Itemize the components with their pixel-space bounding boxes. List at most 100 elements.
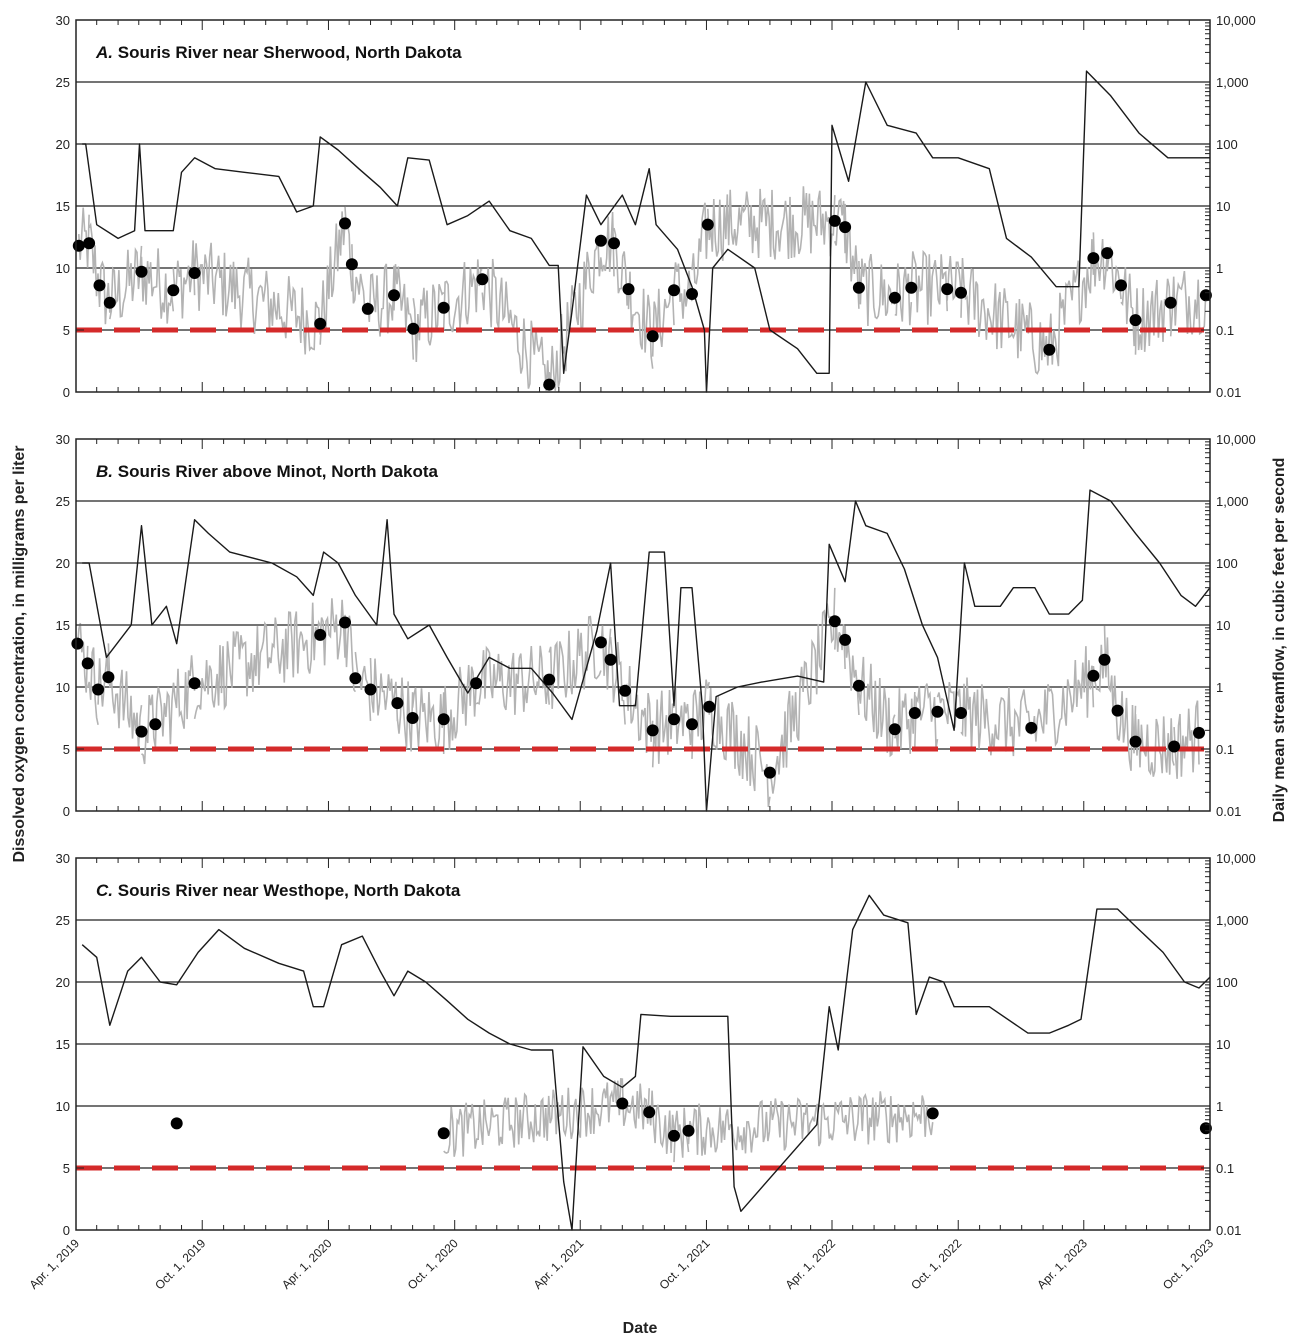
- y-tick-label-right: 0.1: [1216, 742, 1234, 757]
- do-discrete-point: [437, 301, 450, 314]
- y-tick-label-right: 10: [1216, 1037, 1230, 1052]
- do-continuous-line: [443, 1077, 934, 1163]
- y-tick-label-right: 1,000: [1216, 494, 1249, 509]
- do-discrete-point: [828, 615, 841, 628]
- do-discrete-point: [955, 286, 967, 299]
- y-tick-label-left: 25: [56, 75, 70, 90]
- do-discrete-point: [1101, 247, 1114, 260]
- do-discrete-point: [926, 1107, 939, 1120]
- do-discrete-point: [1087, 669, 1100, 682]
- do-discrete-point: [908, 707, 921, 719]
- do-discrete-point: [888, 723, 901, 736]
- do-discrete-point: [470, 677, 483, 690]
- panel-title-text: Souris River near Sherwood, North Dakota: [118, 43, 462, 62]
- do-discrete-point: [1193, 726, 1205, 739]
- y-tick-label-right: 0.1: [1216, 1161, 1234, 1176]
- y-tick-label-left: 30: [56, 851, 70, 866]
- do-discrete-point: [619, 684, 632, 697]
- do-discrete-point: [314, 317, 327, 330]
- do-discrete-point: [1129, 735, 1142, 748]
- y-tick-label-left: 10: [56, 680, 70, 695]
- y-tick-label-left: 30: [56, 13, 70, 28]
- y-axis-title-right: Daily mean streamflow, in cubic feet per…: [1271, 458, 1288, 823]
- do-discrete-point: [608, 237, 620, 250]
- do-discrete-point: [852, 281, 865, 294]
- do-discrete-point: [616, 1097, 629, 1110]
- do-discrete-point: [905, 281, 918, 294]
- do-discrete-point: [646, 330, 659, 343]
- do-discrete-point: [83, 237, 96, 250]
- x-tick-label: Oct. 1, 2020: [405, 1236, 461, 1292]
- do-discrete-point: [345, 258, 358, 271]
- y-tick-label-left: 5: [63, 323, 70, 338]
- do-discrete-point: [167, 284, 180, 297]
- y-tick-label-left: 25: [56, 494, 70, 509]
- do-discrete-point: [668, 1129, 680, 1142]
- do-discrete-point: [437, 1127, 450, 1140]
- do-discrete-point: [955, 707, 967, 719]
- x-tick-label: Apr. 1, 2019: [26, 1236, 82, 1292]
- do-discrete-point: [1168, 740, 1181, 753]
- y-tick-label-left: 30: [56, 432, 70, 447]
- do-discrete-point: [188, 677, 201, 690]
- panel-letter: A.: [95, 43, 118, 62]
- y-tick-label-left: 20: [56, 137, 70, 152]
- do-discrete-point: [703, 700, 716, 713]
- x-tick-label: Oct. 1, 2022: [908, 1236, 964, 1292]
- y-tick-label-left: 15: [56, 618, 70, 633]
- y-tick-label-right: 0.1: [1216, 323, 1234, 338]
- do-discrete-point: [604, 653, 617, 666]
- do-discrete-point: [543, 378, 556, 391]
- do-discrete-point: [1098, 653, 1111, 666]
- do-discrete-point: [941, 283, 954, 296]
- do-discrete-point: [388, 289, 400, 302]
- do-discrete-point: [763, 766, 776, 779]
- do-discrete-point: [188, 267, 201, 279]
- panel-letter: B.: [96, 462, 118, 481]
- y-tick-label-right: 10,000: [1216, 851, 1256, 866]
- do-discrete-point: [852, 679, 865, 692]
- do-continuous-line: [78, 186, 1207, 391]
- do-discrete-point: [339, 616, 351, 629]
- do-discrete-point: [1115, 279, 1127, 292]
- do-discrete-point: [314, 628, 327, 641]
- y-tick-label-left: 0: [63, 385, 70, 400]
- y-tick-label-left: 5: [63, 742, 70, 757]
- do-discrete-point: [71, 637, 84, 650]
- y-tick-label-right: 100: [1216, 137, 1238, 152]
- y-tick-label-right: 10,000: [1216, 13, 1256, 28]
- do-discrete-point: [135, 265, 148, 278]
- do-discrete-point: [543, 673, 556, 686]
- x-tick-label: Apr. 1, 2020: [279, 1236, 335, 1292]
- panel-letter: C.: [96, 881, 118, 900]
- do-continuous-line: [76, 587, 1200, 808]
- do-discrete-point: [839, 633, 852, 646]
- do-discrete-point: [391, 697, 404, 710]
- y-tick-label-left: 10: [56, 1099, 70, 1114]
- panel-title: B. Souris River above Minot, North Dakot…: [96, 462, 438, 481]
- streamflow-line: [81, 894, 1211, 1231]
- panel-1: 0 5 10 15 20 25 30 0.01 0.1 1 10 100 1,000 10,000 B. S…: [56, 432, 1256, 819]
- y-axis-title-left: Dissolved oxygen concentration, in milli…: [11, 446, 28, 863]
- x-axis-title: Date: [623, 1320, 658, 1337]
- streamflow-line: [82, 70, 1210, 393]
- do-discrete-point: [686, 718, 698, 731]
- do-discrete-point: [81, 657, 94, 670]
- streamflow-line: [82, 489, 1211, 812]
- do-discrete-point: [701, 218, 714, 231]
- y-tick-label-right: 1,000: [1216, 75, 1249, 90]
- y-tick-label-left: 25: [56, 913, 70, 928]
- do-discrete-point: [93, 279, 106, 292]
- panel-title-text: Souris River above Minot, North Dakota: [118, 462, 439, 481]
- do-discrete-point: [103, 296, 116, 309]
- do-discrete-point: [476, 273, 489, 286]
- do-discrete-point: [102, 671, 115, 684]
- do-discrete-point: [1043, 343, 1056, 356]
- do-discrete-point: [1087, 252, 1100, 265]
- y-tick-label-right: 1,000: [1216, 913, 1249, 928]
- do-discrete-point: [668, 713, 680, 726]
- do-discrete-point: [931, 705, 944, 718]
- y-tick-label-right: 0.01: [1216, 804, 1241, 819]
